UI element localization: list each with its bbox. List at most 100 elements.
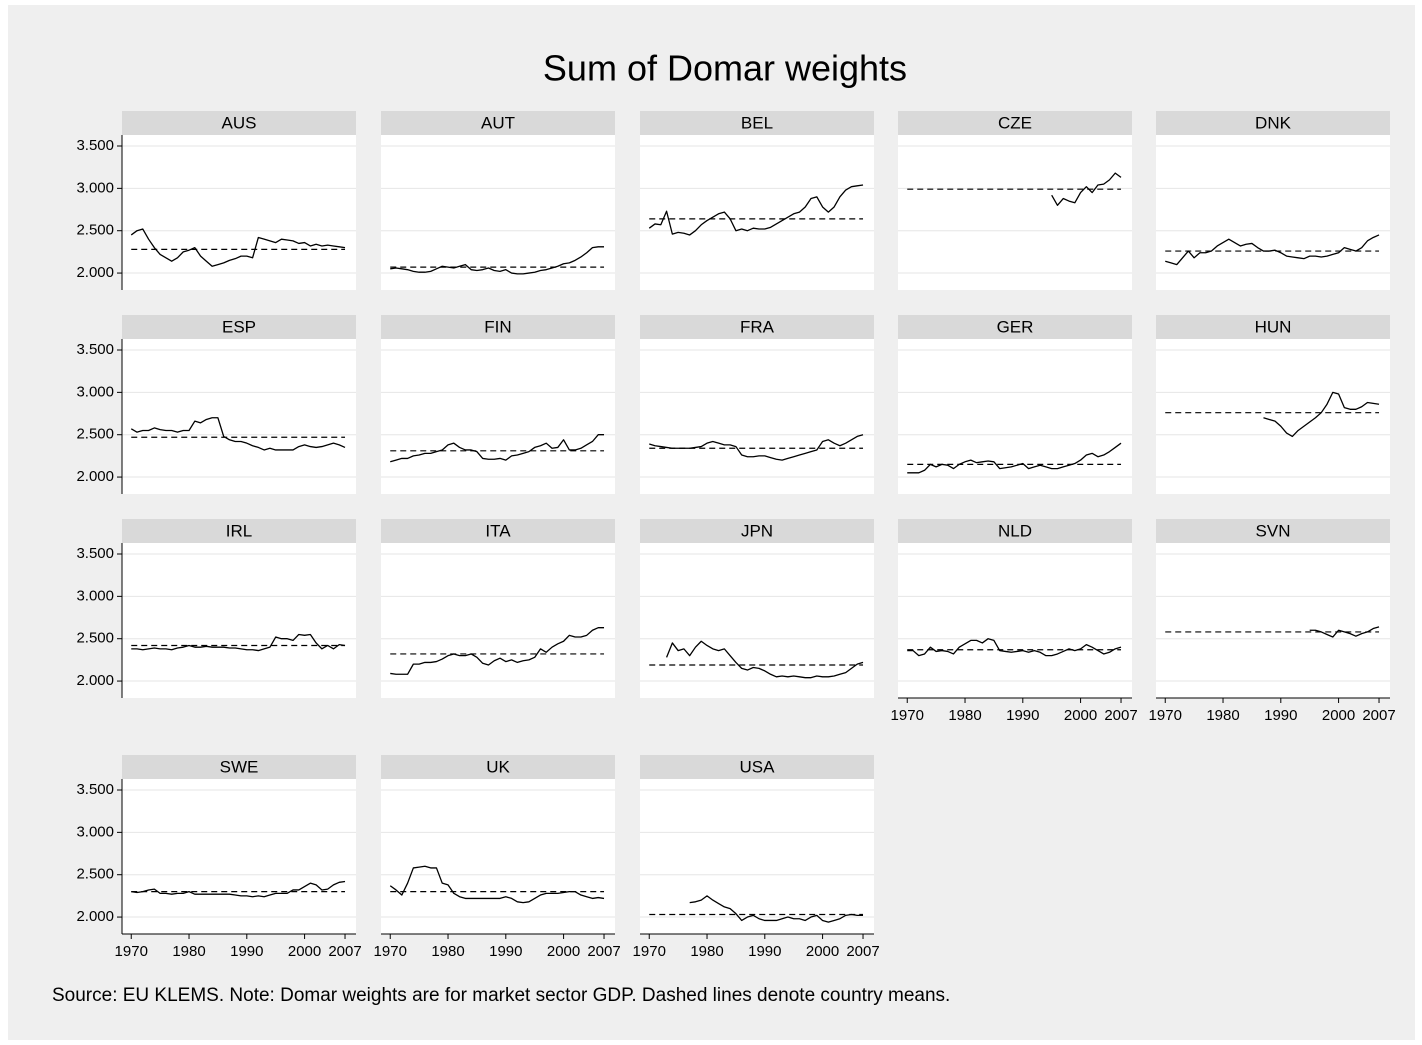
plot-area	[381, 339, 615, 494]
panel: ITA	[381, 519, 615, 698]
panel-title: JPN	[741, 521, 773, 540]
x-tick-label: 2007	[587, 943, 620, 960]
panel-title: ESP	[222, 317, 256, 336]
data-line	[390, 627, 605, 675]
x-tick-label: 1970	[374, 943, 407, 960]
panel: AUS 2.000 2.500 3.000 3.500	[76, 111, 356, 290]
panel-header	[122, 755, 356, 779]
x-tick-label: 2007	[328, 943, 361, 960]
data-line	[390, 246, 605, 275]
y-tick-label: 3.000	[76, 587, 114, 604]
plot-area	[1156, 543, 1390, 698]
y-tick-label: 2.000	[76, 264, 114, 281]
y-tick-label: 2.000	[76, 468, 114, 485]
plot-area	[898, 339, 1132, 494]
plot-area	[640, 543, 874, 698]
panel-title: IRL	[226, 521, 252, 540]
panel-header	[1156, 519, 1390, 543]
panel: BEL	[640, 111, 874, 290]
data-line	[1165, 234, 1380, 266]
panel-header	[898, 111, 1132, 135]
plot-area	[640, 135, 874, 290]
panel: FRA	[640, 315, 874, 494]
plot-area	[640, 339, 874, 494]
panel-header	[898, 519, 1132, 543]
panel-title: NLD	[998, 521, 1032, 540]
panel-title: SWE	[220, 757, 259, 776]
panel-title: ITA	[485, 521, 511, 540]
y-tick-label: 2.500	[76, 630, 114, 647]
panel: HUN	[1156, 315, 1390, 494]
panel: DNK	[1156, 111, 1390, 290]
plot-area	[122, 339, 356, 494]
data-line	[389, 865, 605, 904]
plot-area	[1156, 135, 1390, 290]
x-tick-label: 2000	[288, 943, 321, 960]
data-line	[130, 228, 346, 267]
panel-header	[381, 111, 615, 135]
y-tick-label: 2.500	[76, 866, 114, 883]
x-tick-label: 2007	[1362, 707, 1395, 724]
plot-area	[122, 135, 356, 290]
x-tick-label: 2000	[547, 943, 580, 960]
panel-title: FRA	[740, 317, 775, 336]
panel-header	[1156, 111, 1390, 135]
panel-header	[381, 519, 615, 543]
y-tick-label: 2.000	[76, 908, 114, 925]
y-tick-label: 2.000	[76, 672, 114, 689]
y-tick-label: 3.500	[76, 545, 114, 562]
data-line	[907, 638, 1122, 657]
chart-note: Source: EU KLEMS. Note: Domar weights ar…	[52, 985, 950, 1006]
data-line	[689, 895, 864, 923]
x-tick-label: 1990	[1006, 707, 1039, 724]
panel: FIN	[381, 315, 615, 494]
y-tick-label: 3.500	[76, 781, 114, 798]
panel: AUT	[381, 111, 615, 290]
panel: NLD 1970 1980 1990 2000 2007	[891, 519, 1138, 724]
x-tick-label: 1970	[115, 943, 148, 960]
panel-header	[381, 315, 615, 339]
x-tick-label: 2007	[1104, 707, 1137, 724]
x-tick-label: 1980	[431, 943, 464, 960]
x-tick-label: 2000	[1064, 707, 1097, 724]
panel-header	[122, 315, 356, 339]
panel: JPN	[640, 519, 874, 698]
plot-area	[381, 135, 615, 290]
x-tick-label: 1980	[172, 943, 205, 960]
panel: GER	[898, 315, 1132, 494]
panel-title: SVN	[1256, 521, 1291, 540]
x-tick-label: 1980	[1206, 707, 1239, 724]
x-tick-label: 1980	[690, 943, 723, 960]
panel-header	[640, 315, 874, 339]
panel-title: UK	[486, 757, 510, 776]
x-tick-label: 1970	[891, 707, 924, 724]
panel-title: CZE	[998, 113, 1032, 132]
plot-area	[898, 543, 1132, 698]
panel-title: BEL	[741, 113, 773, 132]
data-line	[1051, 172, 1122, 206]
data-line	[907, 442, 1122, 474]
chart-title: Sum of Domar weights	[543, 48, 907, 89]
panel-header	[898, 315, 1132, 339]
panel-header	[640, 755, 874, 779]
y-tick-label: 3.500	[76, 137, 114, 154]
x-tick-label: 1970	[1149, 707, 1182, 724]
panel: SWE 2.000 2.500 3.000 3.500 1970 1980 1990 2000 2…	[76, 755, 362, 960]
data-line	[648, 184, 864, 236]
y-tick-label: 2.500	[76, 426, 114, 443]
data-line	[390, 434, 605, 463]
y-tick-label: 3.000	[76, 823, 114, 840]
plot-area	[381, 543, 615, 698]
panel: ESP 2.000 2.500 3.000 3.500	[76, 315, 356, 494]
x-tick-label: 1990	[230, 943, 263, 960]
x-tick-label: 2000	[1322, 707, 1355, 724]
panel: UK 1970 1980 1990 2000 2007	[374, 755, 621, 960]
data-line	[649, 434, 864, 461]
panel: USA 1970 1980 1990 2000 2007	[633, 755, 880, 960]
data-line	[665, 640, 864, 679]
data-line	[1309, 626, 1380, 638]
x-tick-label: 1990	[748, 943, 781, 960]
panel-title: AUS	[222, 113, 257, 132]
panel-title: GER	[997, 317, 1034, 336]
